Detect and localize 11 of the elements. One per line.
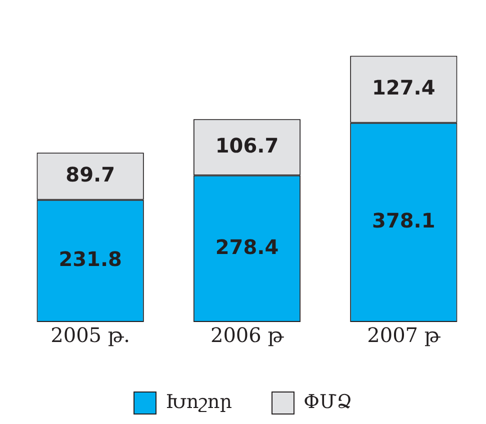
legend-label: ՓՄՁ: [304, 390, 352, 413]
x-tick-label: 2006 թ: [210, 323, 285, 348]
data-label: 127.4: [372, 76, 436, 100]
x-tick-label: 2007 թ: [367, 323, 442, 348]
data-label: 278.4: [215, 234, 279, 259]
data-label: 378.1: [372, 208, 436, 233]
data-label: 231.8: [58, 247, 122, 272]
data-label: 106.7: [215, 133, 279, 158]
data-label: 89.7: [66, 162, 116, 186]
legend-label: Խոշոր: [166, 390, 232, 413]
x-tick-label: 2005 թ.: [50, 323, 130, 348]
